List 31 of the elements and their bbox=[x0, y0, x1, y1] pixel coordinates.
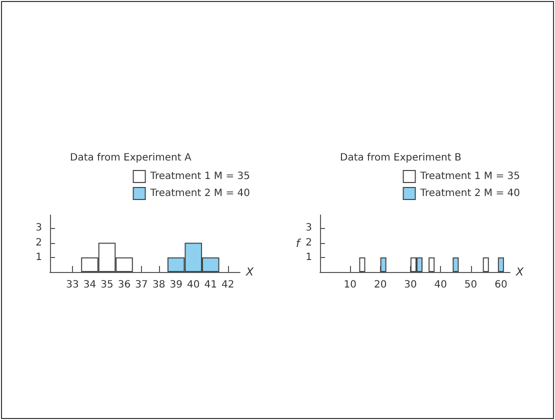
y-tick-label: 1 bbox=[306, 252, 312, 263]
x-tick-label: 42 bbox=[222, 280, 234, 290]
x-tick-label: 10 bbox=[344, 280, 357, 290]
x-tick-label: 50 bbox=[464, 280, 478, 290]
x-tick-label: 20 bbox=[374, 280, 387, 290]
y-tick-label: 2 bbox=[306, 237, 312, 248]
x-tick-label: 40 bbox=[434, 280, 447, 290]
x-tick-label: 37 bbox=[135, 280, 148, 290]
legend-label: Treatment 1 M = 35 bbox=[419, 171, 520, 182]
legend-label: Treatment 2 M = 40 bbox=[149, 188, 250, 199]
x-tick-label: 35 bbox=[100, 280, 114, 290]
chart-title: Data from Experiment B bbox=[340, 152, 462, 164]
x-tick-label: 34 bbox=[83, 280, 96, 290]
y-tick-label: 2 bbox=[36, 237, 42, 248]
y-tick-label: 1 bbox=[36, 252, 42, 263]
x-axis-title: X bbox=[515, 266, 524, 278]
y-axis-title: f bbox=[296, 237, 302, 250]
x-tick-label: 60 bbox=[494, 280, 508, 290]
x-tick-label: 30 bbox=[404, 280, 417, 290]
legend-label: Treatment 2 M = 40 bbox=[419, 188, 520, 199]
chart-title: Data from Experiment A bbox=[70, 152, 192, 164]
x-tick-label: 38 bbox=[152, 280, 166, 290]
x-tick-label: 41 bbox=[204, 280, 218, 290]
y-tick-label: 3 bbox=[36, 222, 42, 234]
x-tick-label: 33 bbox=[66, 280, 79, 290]
x-tick-label: 36 bbox=[118, 280, 131, 290]
legend-label: Treatment 1 M = 35 bbox=[149, 171, 250, 182]
x-tick-label: 40 bbox=[186, 280, 200, 290]
y-tick-label: 3 bbox=[306, 222, 312, 234]
x-axis-title: X bbox=[245, 266, 254, 278]
x-tick-label: 39 bbox=[170, 280, 182, 290]
